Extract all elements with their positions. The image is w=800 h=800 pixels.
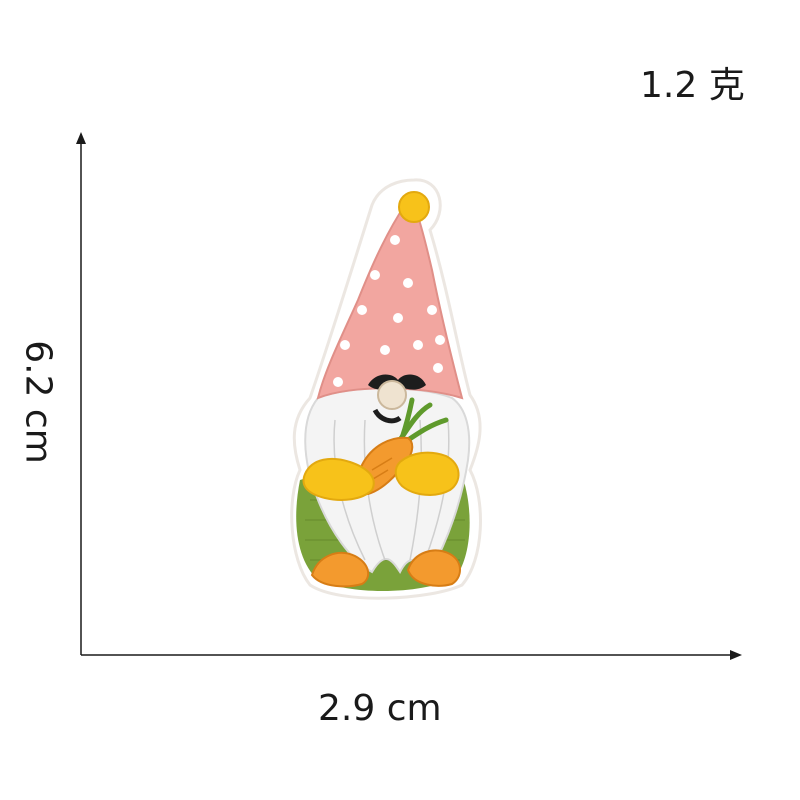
right-hand (394, 451, 460, 496)
gnome-mouth (372, 408, 402, 424)
height-dimension-label: 6.2 cm (17, 340, 59, 464)
hat-pompom (398, 191, 430, 223)
vertical-axis-arrow-icon (76, 132, 86, 144)
left-hand (302, 457, 375, 501)
weight-label: 1.2 克 (640, 65, 745, 106)
width-dimension-label: 2.9 cm (318, 688, 442, 729)
gnome-nose (377, 380, 407, 410)
hat-dots (333, 235, 445, 387)
horizontal-axis-arrow-icon (730, 650, 742, 660)
left-foot (310, 551, 370, 588)
right-foot (406, 549, 461, 587)
